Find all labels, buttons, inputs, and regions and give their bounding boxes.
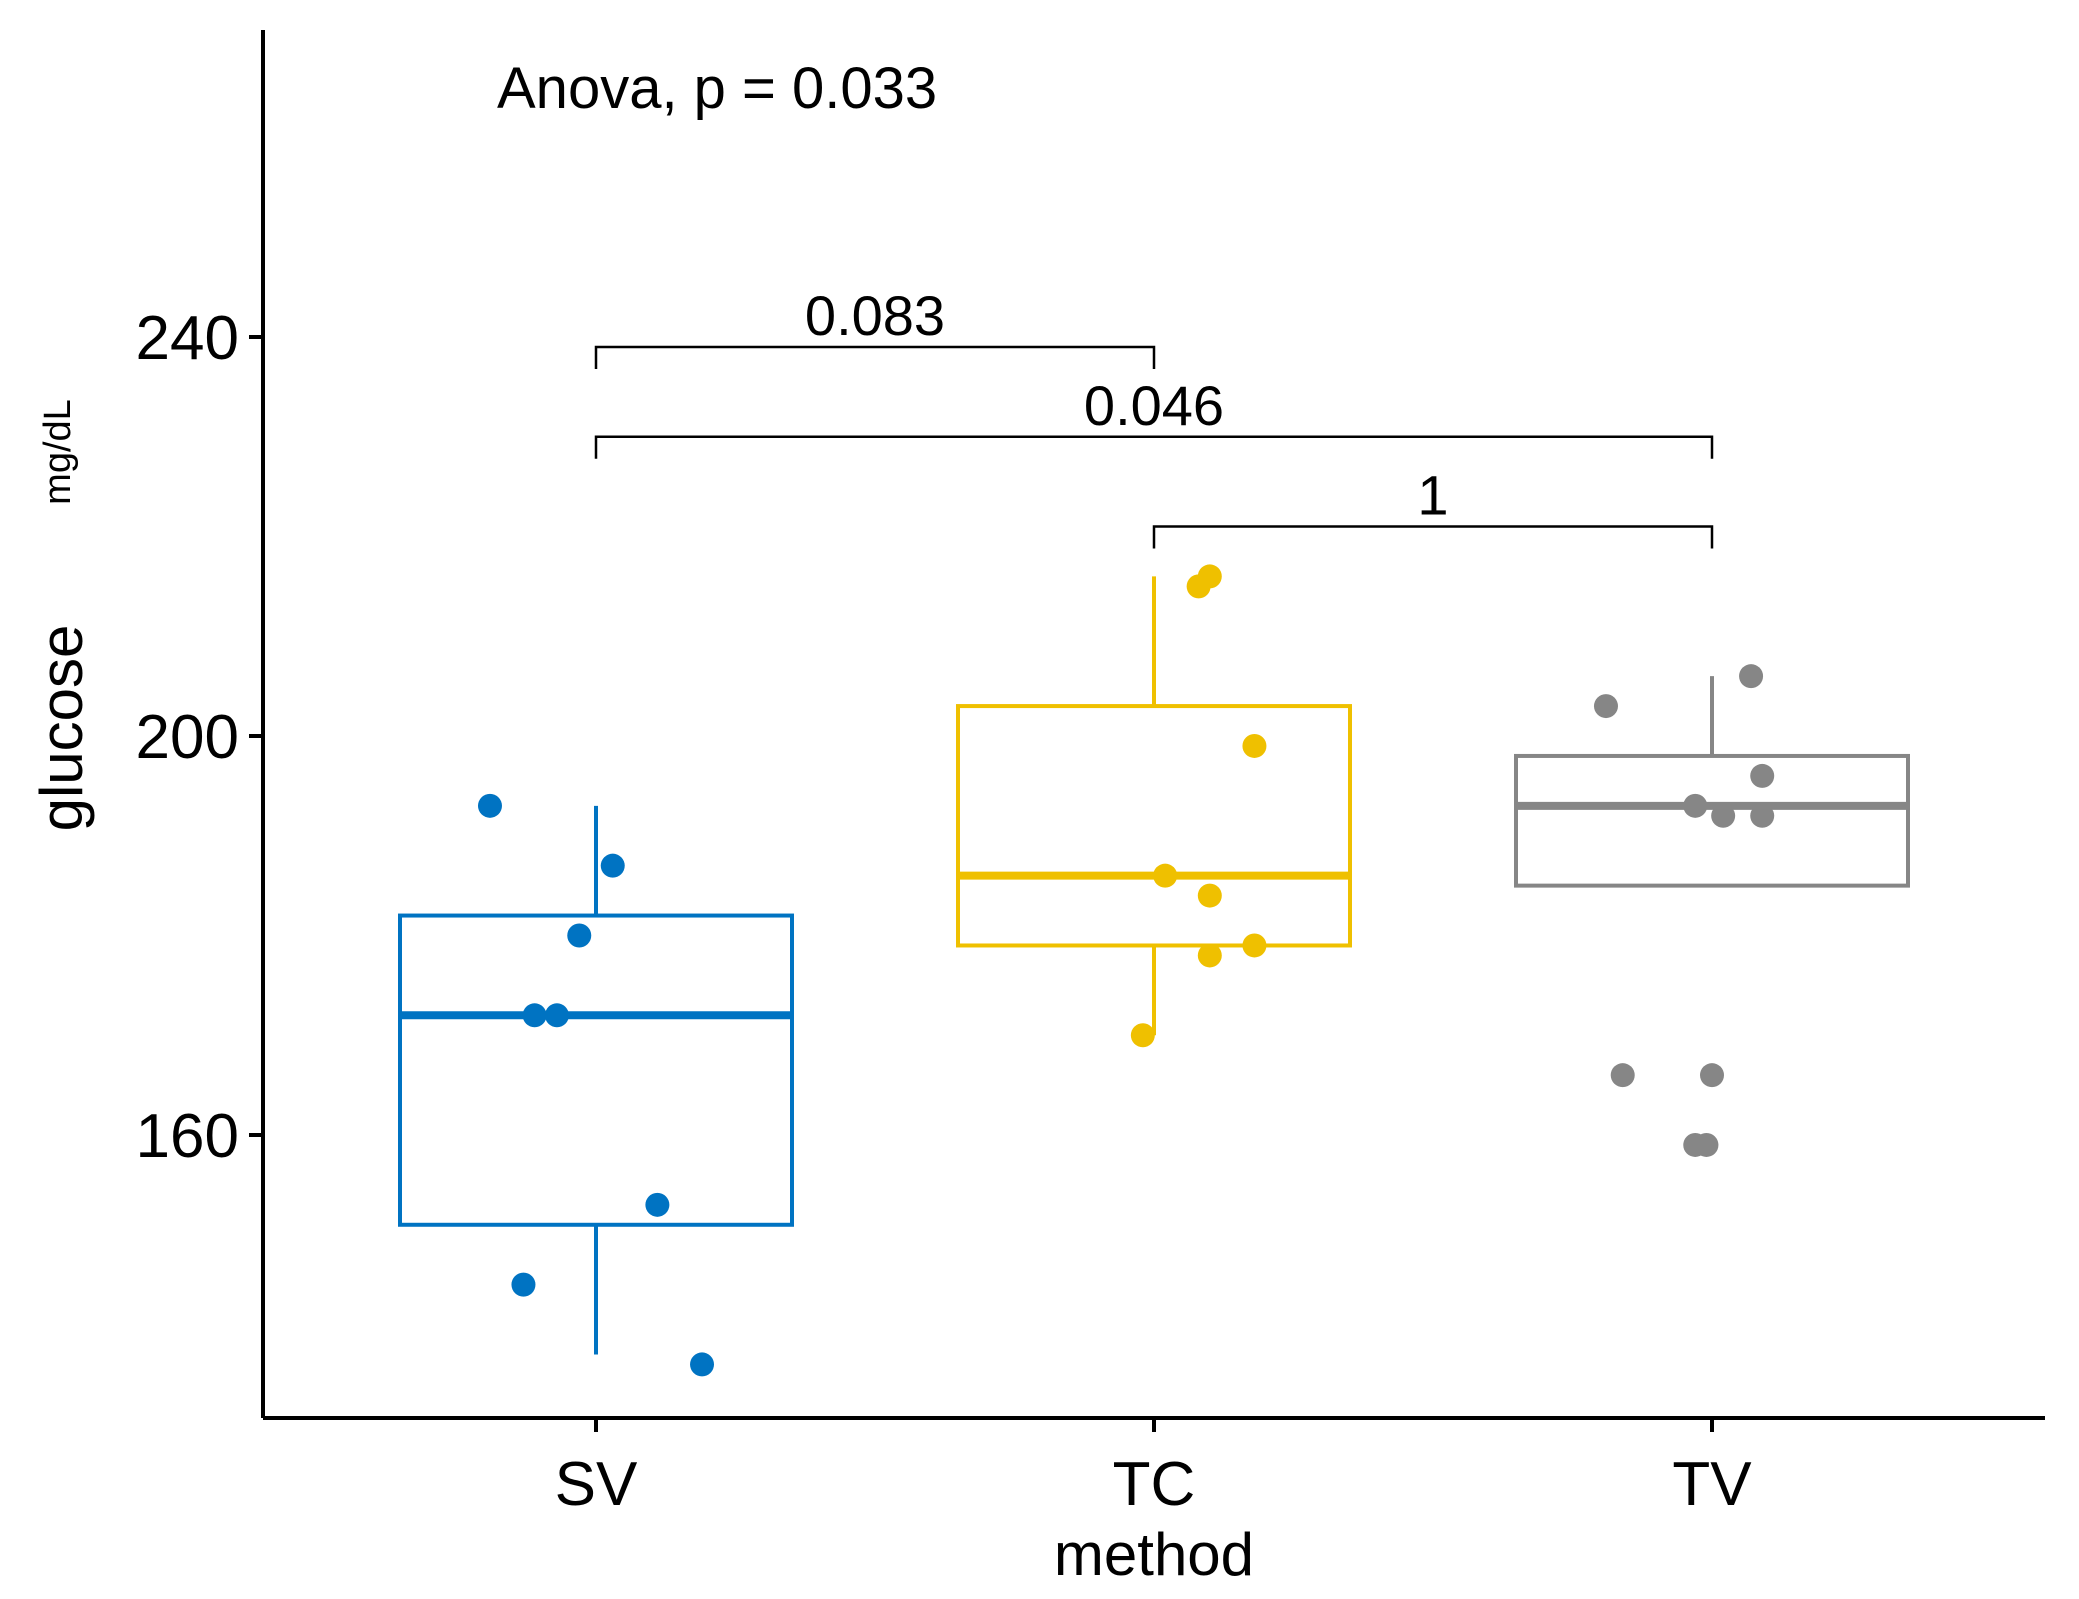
y-tick-label: 240 [136, 304, 239, 373]
bracket-tc-tv: 1 [1152, 464, 1714, 549]
box-iqr [956, 704, 1352, 948]
p-value-label: 0.083 [805, 284, 945, 347]
y-axis-unit: mg/dL [37, 399, 79, 505]
y-axis-unit-group: mg/dL [37, 399, 79, 505]
x-axis-ticks: SV TC TV [555, 1418, 1752, 1519]
bracket-line [594, 345, 1156, 369]
data-point-tv [1683, 793, 1708, 818]
x-tick-label: TC [1113, 1450, 1196, 1519]
x-tick-label: SV [555, 1450, 638, 1519]
anova-annotation: Anova, p = 0.033 [497, 56, 937, 121]
comparison-brackets: 0.083 0.046 1 [594, 284, 1714, 549]
box-iqr [398, 913, 794, 1227]
bracket-sv-tv: 0.046 [594, 374, 1714, 459]
data-point-tc [1242, 933, 1267, 958]
data-point-tc [1130, 1023, 1155, 1048]
data-point-tc [1197, 883, 1222, 908]
data-point-tv [1750, 763, 1775, 788]
x-axis-title: method [1054, 1521, 1254, 1588]
data-point-tv [1711, 803, 1736, 828]
data-point-tv [1593, 694, 1618, 719]
box-sv [398, 805, 794, 1355]
y-axis-ticks: 160 200 240 [136, 304, 263, 1171]
p-value-label: 1 [1417, 464, 1448, 527]
data-point-sv [477, 793, 502, 818]
data-point-sv [600, 853, 625, 878]
data-point-sv [645, 1192, 670, 1217]
data-point-tv [1694, 1132, 1719, 1157]
box-tc [956, 576, 1352, 1036]
axes: 160 200 240 SV TC TV [136, 30, 2045, 1519]
data-point-tc [1242, 733, 1267, 758]
box-series [398, 576, 1910, 1355]
p-value-label: 0.046 [1084, 374, 1224, 437]
data-point-sv [522, 1003, 547, 1028]
bracket-line [1152, 525, 1714, 549]
x-tick-label: TV [1672, 1450, 1752, 1519]
data-point-tv [1610, 1063, 1635, 1088]
data-point-tv [1700, 1063, 1724, 1088]
data-point-tv [1750, 803, 1775, 828]
data-point-tv [1739, 664, 1764, 689]
bracket-sv-tc: 0.083 [594, 284, 1156, 369]
box-tv [1514, 676, 1910, 888]
jitter-points [477, 564, 1775, 1377]
data-point-sv [544, 1003, 569, 1028]
y-tick-label: 200 [136, 703, 239, 772]
data-point-tc [1197, 564, 1222, 589]
bracket-line [594, 435, 1714, 459]
data-point-sv [567, 923, 592, 948]
data-point-sv [690, 1352, 715, 1377]
data-point-tc [1197, 943, 1222, 968]
y-axis-title-group: glucose [28, 625, 95, 832]
data-point-tc [1153, 863, 1178, 888]
data-point-sv [511, 1272, 536, 1297]
box-iqr [1514, 753, 1910, 888]
y-tick-label: 160 [136, 1102, 239, 1171]
y-axis-title: glucose [28, 625, 95, 832]
